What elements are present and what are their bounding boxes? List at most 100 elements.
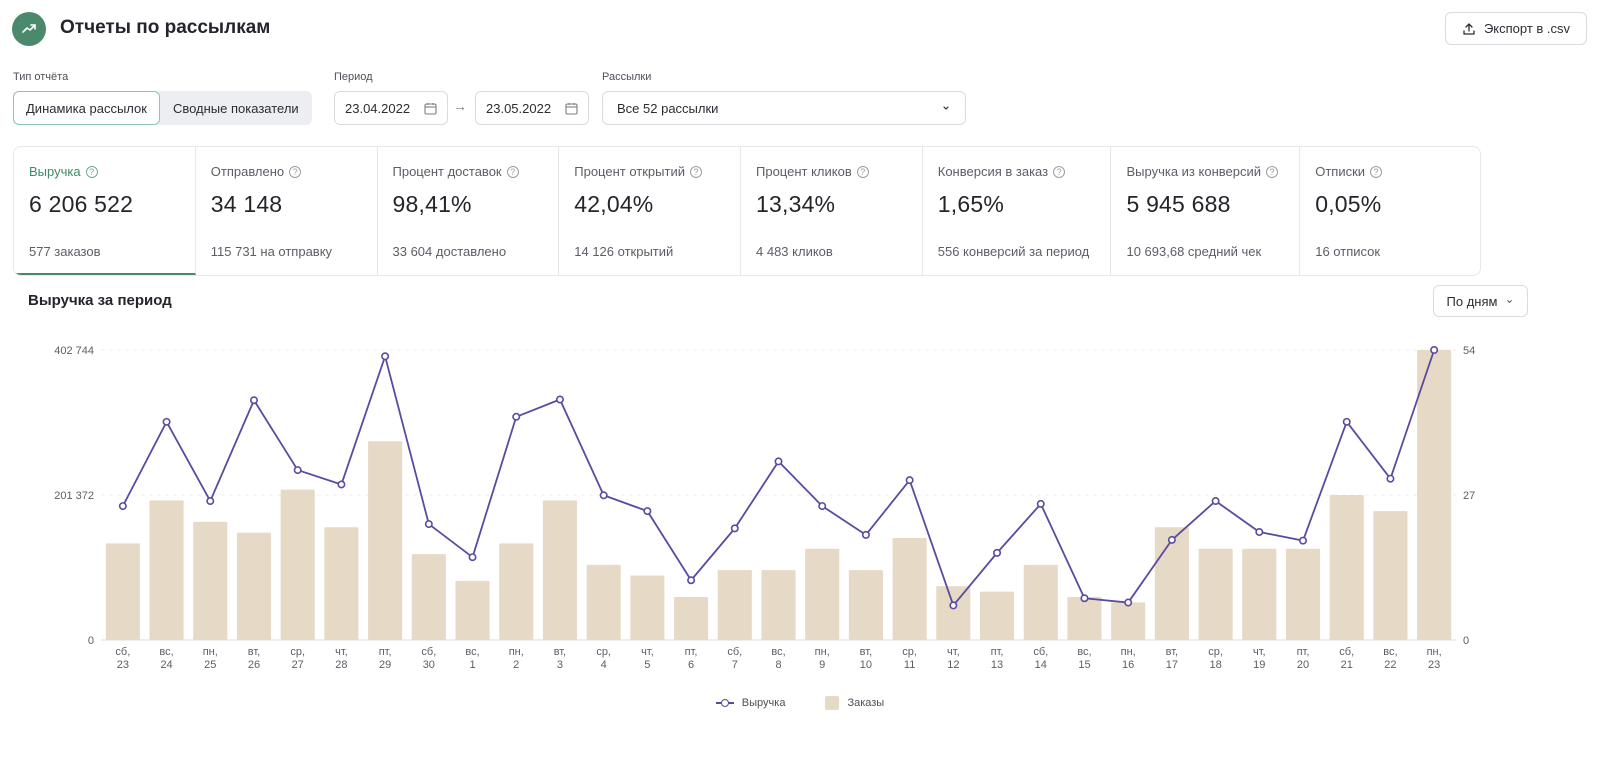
x-tick: сб, 21 xyxy=(1339,646,1354,671)
orders-bar xyxy=(892,537,927,640)
metric-click-rate[interactable]: Процент кликов? 13,34% 4 483 кликов xyxy=(741,147,923,275)
x-tick: вт, 17 xyxy=(1166,646,1178,671)
granularity-select[interactable]: По дням xyxy=(1433,285,1528,317)
revenue-point xyxy=(687,576,696,585)
help-icon[interactable]: ? xyxy=(856,165,869,178)
revenue-point xyxy=(206,497,215,506)
orders-bar xyxy=(411,554,446,640)
orders-bar xyxy=(368,441,403,640)
legend-item-revenue[interactable]: Выручка xyxy=(715,696,785,710)
orders-bar xyxy=(1067,597,1102,640)
x-tick: ср, 11 xyxy=(902,646,917,671)
x-tick: чт, 12 xyxy=(947,646,960,671)
x-tick: ср, 27 xyxy=(290,646,305,671)
x-tick: пн, 25 xyxy=(203,646,218,671)
orders-bar xyxy=(1242,548,1277,640)
orders-bar xyxy=(1373,511,1408,640)
y-left-tick: 402 744 xyxy=(54,345,94,357)
orders-bar xyxy=(149,500,184,640)
metric-unsubscribes[interactable]: Отписки? 0,05% 16 отписок xyxy=(1300,147,1480,275)
help-icon[interactable]: ? xyxy=(689,165,702,178)
revenue-point xyxy=(555,395,564,404)
help-icon[interactable]: ? xyxy=(506,165,519,178)
help-icon[interactable]: ? xyxy=(1053,165,1066,178)
mailings-select-value: Все 52 рассылки xyxy=(617,100,719,116)
x-tick: чт, 5 xyxy=(641,646,654,671)
help-icon[interactable]: ? xyxy=(1266,165,1278,178)
revenue-point xyxy=(730,524,739,533)
metric-value: 5 945 688 xyxy=(1126,191,1231,217)
date-from-input[interactable]: 23.04.2022 xyxy=(334,91,448,125)
revenue-point xyxy=(1386,474,1395,483)
revenue-point xyxy=(818,502,827,511)
revenue-point xyxy=(1211,497,1220,506)
legend-item-orders[interactable]: Заказы xyxy=(825,696,884,710)
report-type-dynamics[interactable]: Динамика рассылок xyxy=(13,91,160,125)
orders-bar xyxy=(1329,495,1364,640)
orders-bar xyxy=(1198,548,1233,640)
revenue-point xyxy=(249,396,258,405)
orders-bar xyxy=(1023,564,1058,640)
x-tick: вс, 1 xyxy=(465,646,479,671)
help-icon[interactable]: ? xyxy=(1370,165,1383,178)
report-type-summary[interactable]: Сводные показатели xyxy=(172,100,299,116)
y-right-tick: 0 xyxy=(1463,635,1469,647)
metric-sub: 10 693,68 средний чек xyxy=(1126,244,1262,259)
orders-bar xyxy=(630,575,665,640)
revenue-point xyxy=(1342,417,1351,426)
x-tick: сб, 23 xyxy=(115,646,130,671)
x-tick: пт, 20 xyxy=(1297,646,1310,671)
orders-bar xyxy=(848,570,883,640)
date-to-input[interactable]: 23.05.2022 xyxy=(475,91,589,125)
x-tick: вт, 26 xyxy=(248,646,260,671)
metric-sub: 16 отписок xyxy=(1315,244,1381,259)
revenue-point xyxy=(993,548,1002,557)
orders-bar xyxy=(1111,602,1146,640)
metric-delivery-rate[interactable]: Процент доставок? 98,41% 33 604 доставле… xyxy=(378,147,560,275)
metric-conversion[interactable]: Конверсия в заказ? 1,65% 556 конверсий з… xyxy=(923,147,1112,275)
orders-bar xyxy=(1417,350,1452,640)
x-tick: сб, 7 xyxy=(727,646,742,671)
orders-bar xyxy=(805,548,840,640)
x-tick: пн, 9 xyxy=(815,646,830,671)
metric-conversion-revenue[interactable]: Выручка из конверсий? 5 945 688 10 693,6… xyxy=(1111,147,1301,275)
metric-label: Процент доставок xyxy=(392,164,502,179)
metric-sub: 115 731 на отправку xyxy=(210,244,333,259)
x-tick: вс, 22 xyxy=(1383,646,1397,671)
x-tick: сб, 14 xyxy=(1033,646,1048,671)
x-tick: чт, 19 xyxy=(1253,646,1266,671)
help-icon[interactable]: ? xyxy=(85,165,98,178)
date-from-value: 23.04.2022 xyxy=(345,100,411,116)
mailings-select[interactable]: Все 52 рассылки xyxy=(602,91,966,125)
help-icon[interactable]: ? xyxy=(289,165,302,178)
revenue-point xyxy=(1036,499,1045,508)
metric-value: 34 148 xyxy=(210,191,283,217)
metric-value: 42,04% xyxy=(574,191,654,217)
orders-bar xyxy=(455,580,490,640)
x-tick: пт, 29 xyxy=(379,646,392,671)
x-tick: чт, 28 xyxy=(335,646,348,671)
x-tick: вс, 8 xyxy=(771,646,785,671)
granularity-value: По дням xyxy=(1446,293,1498,309)
orders-bar xyxy=(674,597,709,640)
y-left-tick: 201 372 xyxy=(54,490,94,502)
revenue-point xyxy=(643,507,652,516)
metric-label: Выручка xyxy=(29,164,81,179)
metric-value: 6 206 522 xyxy=(29,191,134,217)
metric-sent[interactable]: Отправлено? 34 148 115 731 на отправку xyxy=(196,147,378,275)
orders-bar xyxy=(499,543,534,640)
revenue-point xyxy=(118,502,127,511)
x-tick: ср, 4 xyxy=(596,646,611,671)
arrow-right-icon: → xyxy=(453,98,467,114)
orders-bar xyxy=(1285,548,1321,640)
metric-sub: 556 конверсий за период xyxy=(937,244,1090,259)
chevron-down-icon xyxy=(1507,299,1513,303)
page-title: Отчеты по рассылкам xyxy=(60,17,271,38)
metric-open-rate[interactable]: Процент открытий? 42,04% 14 126 открытий xyxy=(559,147,741,275)
x-tick: пт, 13 xyxy=(991,646,1004,671)
metric-revenue[interactable]: Выручка? 6 206 522 577 заказов xyxy=(14,147,196,275)
trend-up-icon xyxy=(22,24,36,33)
metric-value: 1,65% xyxy=(937,191,1004,217)
export-csv-button[interactable]: Экспорт в .csv xyxy=(1445,12,1587,45)
x-tick: пт, 6 xyxy=(685,646,698,671)
